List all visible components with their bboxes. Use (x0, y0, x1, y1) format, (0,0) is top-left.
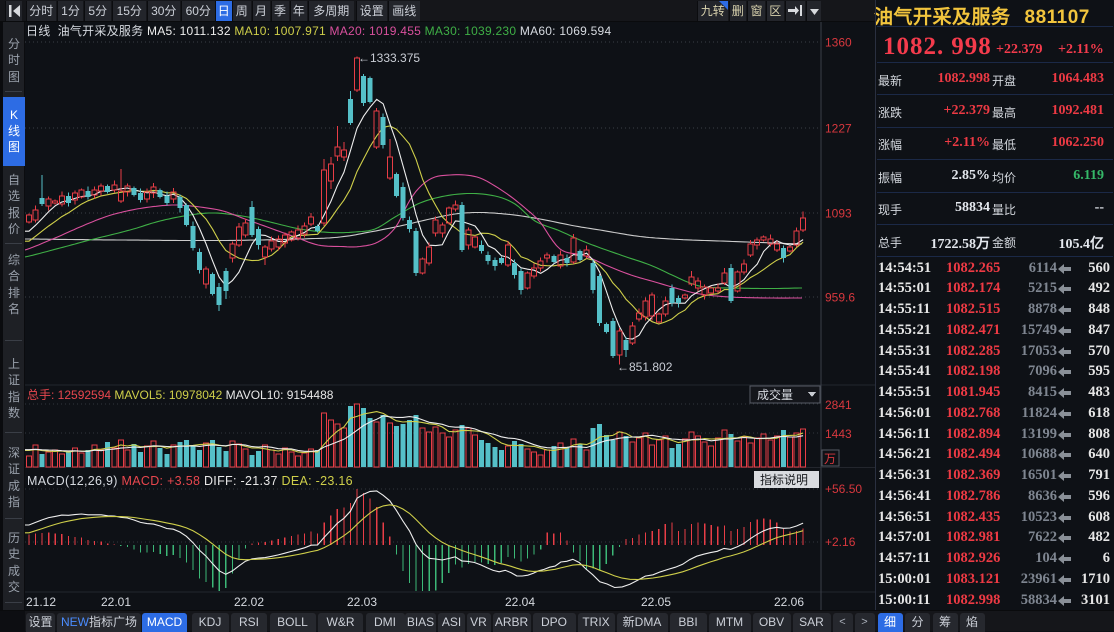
svg-text:1360: 1360 (825, 36, 852, 50)
svg-text:指标说明: 指标说明 (760, 472, 808, 487)
svg-text:+2.16: +2.16 (825, 535, 856, 549)
svg-text:22.06: 22.06 (774, 595, 804, 609)
svg-text:日线 油气开采及服务 MA5: 1011.132 MA10: 日线 油气开采及服务 MA5: 1011.132 MA10: 1007.971 … (26, 23, 611, 38)
svg-text:+56.50: +56.50 (825, 482, 862, 496)
svg-text:959.6: 959.6 (825, 291, 855, 305)
svg-text:22.02: 22.02 (234, 595, 264, 609)
svg-text:1093: 1093 (825, 207, 852, 221)
svg-text:1443: 1443 (825, 427, 852, 441)
svg-text:21.12: 21.12 (26, 595, 56, 609)
svg-text:1227: 1227 (825, 122, 852, 136)
svg-text:MACD(12,26,9) MACD: +3.58 DIFF: MACD(12,26,9) MACD: +3.58 DIFF: -21.37 D… (27, 474, 353, 488)
svg-text:←851.802: ←851.802 (617, 360, 673, 374)
svg-text:总手: 12592594 MAVOL5: 10978042: 总手: 12592594 MAVOL5: 10978042 MAVOL10: 9… (27, 388, 334, 402)
svg-text:22.04: 22.04 (505, 595, 535, 609)
svg-text:22.05: 22.05 (641, 595, 671, 609)
svg-text:2841: 2841 (825, 398, 852, 412)
svg-text:22.01: 22.01 (101, 595, 131, 609)
svg-text:←1333.375: ←1333.375 (358, 51, 420, 65)
svg-text:22.03: 22.03 (347, 595, 377, 609)
svg-text:成交量: 成交量 (757, 387, 793, 402)
svg-text:万: 万 (824, 452, 836, 466)
